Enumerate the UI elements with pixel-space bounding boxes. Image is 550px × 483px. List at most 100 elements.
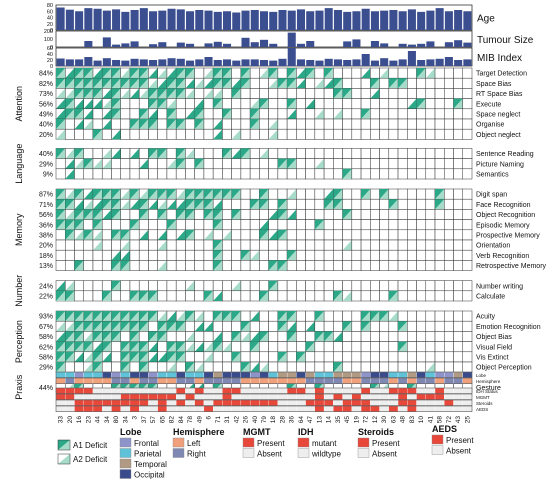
grid-cell (268, 158, 279, 170)
a1-deficit-mark (176, 321, 186, 332)
grid-cell (342, 188, 353, 200)
deficit-mark (222, 229, 232, 240)
grid-cell (231, 67, 242, 79)
patient-id: 41 (427, 416, 434, 424)
grid-cell (259, 108, 269, 120)
a2-deficit-mark (148, 290, 158, 301)
annotation-cell (434, 371, 445, 378)
legend-hemisphere-item: Left (187, 439, 201, 448)
patient-id: 37 (141, 416, 148, 424)
deficit-mark (259, 148, 269, 159)
grid-cell (425, 249, 436, 261)
grid-cell (240, 118, 251, 130)
a2-deficit-mark (176, 158, 186, 169)
a1-deficit-mark (268, 280, 278, 291)
a2-deficit-mark (157, 88, 167, 99)
patient-id: 31 (224, 416, 231, 424)
a2-deficit-mark (379, 189, 389, 200)
a2-deficit-mark (111, 280, 121, 291)
grid-cell (185, 128, 195, 140)
row-label: RT Space Bias (476, 91, 523, 98)
grid-cell (333, 249, 343, 261)
grid-cell (286, 168, 297, 180)
annotation-cell (240, 393, 251, 400)
annotation-cell (379, 393, 389, 400)
grid-cell (462, 77, 473, 89)
a2-deficit-mark (92, 321, 103, 332)
grid-cell (416, 188, 427, 200)
annotation-cell (65, 377, 75, 384)
a2-deficit-mark (74, 148, 84, 159)
grid-cell (351, 128, 362, 140)
grid-cell (462, 310, 473, 322)
deficit-mark (120, 68, 130, 79)
a2-deficit-mark (65, 351, 75, 362)
row-label: Orientation (476, 243, 510, 250)
bar (84, 57, 93, 66)
deficit-mark (425, 362, 436, 373)
a1-deficit-mark (120, 341, 130, 352)
annotation-cell (305, 393, 315, 400)
grid-cell (360, 219, 371, 231)
annotation-cell (222, 405, 232, 412)
bar (195, 10, 204, 30)
grid-cell (342, 67, 353, 79)
grid-cell (249, 209, 260, 220)
a1-deficit-mark (102, 189, 112, 200)
a2-deficit-mark (129, 321, 140, 332)
annotation-cell (388, 393, 399, 400)
annotation-cell (425, 393, 436, 400)
deficit-mark (305, 98, 315, 109)
annotation-cell (213, 399, 223, 406)
grid-cell (351, 320, 362, 332)
a1-deficit-mark (102, 321, 112, 332)
patient-id: 48 (400, 416, 407, 424)
annotation-cell (388, 405, 399, 412)
a2-deficit-mark (213, 68, 223, 79)
row-percent: 49% (39, 112, 53, 119)
grid-cell (259, 77, 269, 89)
grid-cell (286, 118, 297, 130)
annotation-cell (185, 405, 195, 412)
grid-cell (333, 280, 343, 292)
deficit-mark (231, 148, 241, 159)
grid-cell (203, 361, 214, 373)
bar (130, 41, 139, 47)
annotation-cell (129, 371, 140, 378)
bar (250, 59, 259, 66)
a1-deficit-mark (194, 189, 204, 200)
a2-deficit-mark (277, 78, 288, 89)
legend-steroids-title: Steroids (358, 427, 394, 437)
annotation-cell (360, 377, 371, 384)
bar (269, 11, 278, 30)
grid-cell (379, 108, 390, 120)
deficit-mark (65, 158, 75, 169)
grid-cell (462, 128, 473, 140)
annotation-cell (397, 371, 408, 378)
grid-cell (111, 118, 121, 130)
deficit-mark (83, 199, 93, 210)
bar (333, 59, 342, 66)
grid-cell (444, 158, 454, 170)
annotation-cell (231, 377, 242, 384)
grid-cell (323, 341, 334, 353)
a1-deficit-mark (213, 98, 223, 109)
a1-deficit-mark (65, 229, 75, 240)
grid-cell (64, 361, 75, 373)
grid-cell (462, 260, 473, 271)
grid-cell (231, 249, 242, 261)
grid-cell (416, 118, 427, 130)
grid-cell (379, 209, 390, 220)
grid-cell (434, 239, 445, 251)
a2-deficit-mark (92, 219, 103, 230)
grid-cell (444, 209, 454, 220)
grid-cell (305, 310, 316, 322)
grid-cell (444, 361, 454, 373)
grid-cell (379, 158, 390, 170)
grid-cell (148, 260, 158, 271)
row-label: Calculate (476, 294, 505, 301)
grid-cell (434, 67, 445, 79)
grid-cell (83, 239, 94, 251)
a2-deficit-mark (203, 209, 214, 220)
a1-deficit-mark (157, 98, 167, 109)
